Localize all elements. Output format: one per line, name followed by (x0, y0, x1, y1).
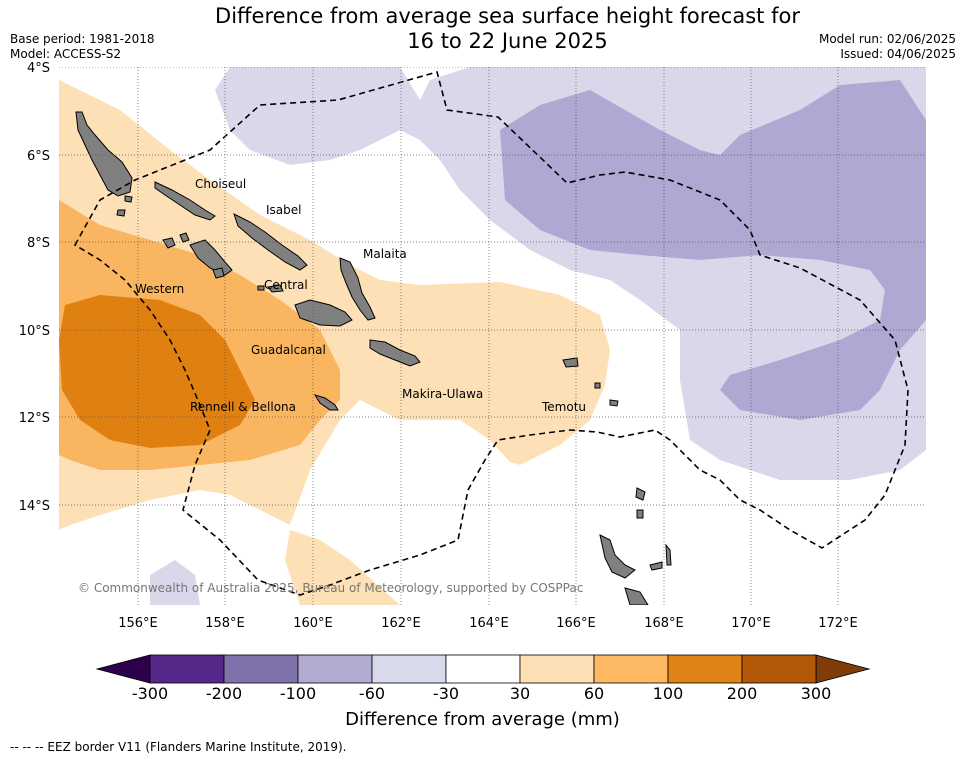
colorbar-tick-label: -100 (279, 684, 317, 703)
santa-cruz-island (562, 357, 579, 368)
vanuatu-ambae-island (649, 561, 663, 571)
orange-light-region-south (285, 530, 400, 605)
rendova-island (212, 267, 225, 279)
lon-label: 160°E (293, 616, 333, 631)
vanuatu-north-island (635, 487, 646, 501)
lat-label: 4°S (27, 61, 50, 76)
orange-dark-region (59, 295, 255, 448)
lon-label: 158°E (205, 616, 245, 631)
map-gridlines (59, 67, 926, 605)
colorbar (95, 654, 871, 684)
shortland-island (116, 209, 126, 217)
vanikoro-island (594, 382, 601, 389)
colorbar-segment (667, 654, 743, 684)
purple-light-region-sw (150, 560, 200, 605)
banks-island (636, 509, 644, 519)
isabel-island (233, 213, 308, 271)
purple-mid-region (500, 80, 926, 420)
colorbar-segment (371, 654, 447, 684)
lon-label: 156°E (118, 616, 158, 631)
colorbar-segment (741, 654, 817, 684)
colorbar-segment (445, 654, 521, 684)
vanuatu-malekula-island (624, 587, 649, 605)
espiritu-santo-island (599, 534, 636, 579)
lat-label: 12°S (19, 411, 50, 426)
colorbar-segment (149, 654, 225, 684)
utupua-island (609, 399, 619, 407)
colorbar-tick-label: -60 (358, 684, 386, 703)
lon-label: 172°E (818, 616, 858, 631)
issued-text: Issued: 04/06/2025 (840, 47, 956, 61)
colorbar-tick-label: -30 (432, 684, 460, 703)
map-area (59, 67, 926, 605)
ranongga-island (179, 232, 190, 243)
colorbar-tick-label: 300 (800, 684, 832, 703)
colorbar-tick-label: 30 (509, 684, 531, 703)
lat-label: 6°S (27, 149, 50, 164)
choiseul-island (154, 181, 216, 221)
lon-label: 168°E (644, 616, 684, 631)
chart-title-line1: Difference from average sea surface heig… (215, 4, 800, 28)
vanuatu-pentecost-island (665, 543, 672, 566)
rennell-island (313, 394, 339, 411)
colorbar-segment (297, 654, 373, 684)
lon-label: 164°E (469, 616, 509, 631)
colorbar-tick-label: 100 (652, 684, 684, 703)
lat-label: 14°S (19, 499, 50, 514)
copyright-text: © Commonwealth of Australia 2025, Bureau… (78, 581, 583, 595)
lon-label: 162°E (381, 616, 421, 631)
colorbar-segment (223, 654, 299, 684)
colorbar-tick-label: 200 (726, 684, 758, 703)
vella-lavella-island (162, 237, 176, 249)
province-label-rennell-bellona: Rennell & Bellona (190, 400, 296, 414)
model-run-text: Model run: 02/06/2025 (818, 32, 956, 46)
province-label-central: Central (264, 278, 308, 292)
lat-label: 8°S (27, 236, 50, 251)
eez-footnote: -- -- -- EEZ border V11 (Flanders Marine… (10, 740, 347, 754)
malaita-island (339, 257, 376, 321)
makira-island (369, 339, 421, 367)
colorbar-tick-label: -300 (131, 684, 169, 703)
lon-label: 170°E (731, 616, 771, 631)
land-masses (75, 111, 672, 605)
province-label-temotu: Temotu (541, 400, 586, 414)
colorbar-segment (593, 654, 669, 684)
russell-island (257, 285, 265, 291)
province-label-makira-ulawa: Makira-Ulawa (402, 387, 483, 401)
eez-border (73, 71, 909, 596)
bougainville-island (75, 111, 133, 197)
colorbar-over-arrow (815, 654, 871, 684)
colorbar-label: Difference from average (mm) (345, 709, 620, 730)
colorbar-under-arrow (95, 654, 151, 684)
chart-title-line2: 16 to 22 June 2025 (407, 29, 608, 53)
province-label-western: Western (135, 282, 184, 296)
new-georgia-island (189, 239, 233, 276)
base-period-text: Base period: 1981-2018 (10, 32, 155, 46)
guadalcanal-island (294, 299, 353, 327)
lon-label: 166°E (556, 616, 596, 631)
nggela-island (267, 284, 284, 293)
colorbar-tick-label: -200 (205, 684, 243, 703)
model-text: Model: ACCESS-S2 (10, 47, 122, 61)
colorbar-segment (519, 654, 595, 684)
province-label-choiseul: Choiseul (195, 177, 246, 191)
lat-label: 10°S (19, 324, 50, 339)
province-label-malaita: Malaita (363, 247, 407, 261)
province-label-isabel: Isabel (266, 203, 301, 217)
colorbar-tick-label: 60 (583, 684, 605, 703)
treasury-island (124, 195, 133, 203)
province-label-guadalcanal: Guadalcanal (251, 343, 326, 357)
